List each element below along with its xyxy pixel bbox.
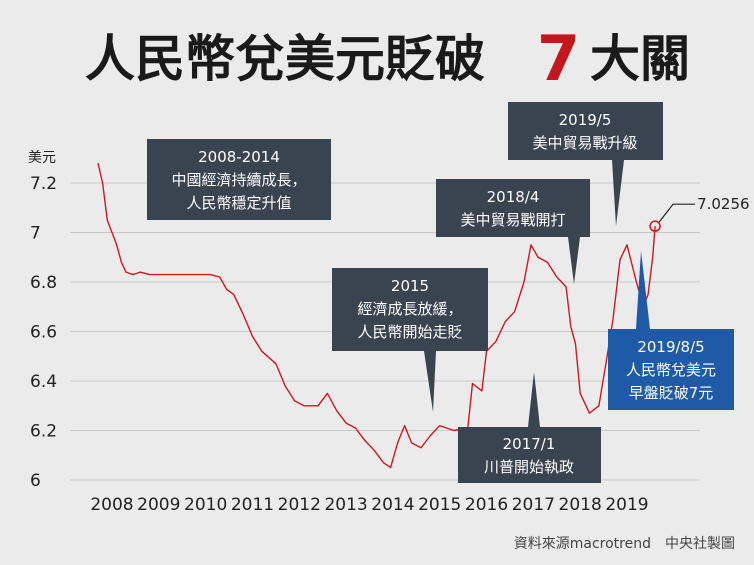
- annotation-pointer: [568, 237, 580, 284]
- x-tick-label: 2013: [324, 495, 367, 515]
- annotation-line: 人民幣開始走貶: [357, 323, 462, 341]
- end-value-label: 7.0256: [697, 195, 750, 213]
- annotation-pointer: [424, 351, 436, 412]
- annotation-box: [608, 329, 734, 410]
- annotation-2019-5: 2019/5 美中貿易戰升級: [508, 102, 663, 226]
- annotation-line: 中國經濟持續成長，: [171, 171, 306, 189]
- annotation-line: 美中貿易戰升級: [532, 134, 637, 152]
- annotation-box: [436, 179, 590, 237]
- x-tick-label: 2014: [371, 495, 414, 515]
- chart-title: 人民幣兌美元貶破: [85, 30, 485, 88]
- annotation-box: [508, 102, 663, 160]
- y-tick-label: 6.6: [30, 323, 57, 343]
- x-tick-label: 2010: [184, 495, 227, 515]
- y-axis-ticks: 7.2 7 6.8 6.6 6.4 6.2 6: [30, 174, 57, 491]
- x-tick-label: 2012: [278, 495, 321, 515]
- annotation-2017-1: 2017/1 川普開始執政: [458, 372, 601, 483]
- x-tick-label: 2017: [512, 495, 555, 515]
- annotation-line: 人民幣穩定升值: [186, 194, 291, 212]
- y-tick-label: 6.2: [30, 422, 57, 442]
- y-tick-label: 6: [30, 471, 41, 491]
- end-value-leader: [658, 203, 696, 223]
- chart-title-suffix: 大關: [590, 30, 690, 88]
- annotation-line: 2015: [391, 277, 429, 295]
- annotation-line: 川普開始執政: [484, 458, 574, 476]
- annotation-line: 美中貿易戰開打: [460, 211, 565, 229]
- y-tick-label: 7: [30, 224, 41, 244]
- end-point-marker: [649, 220, 661, 232]
- annotation-line: 早盤貶破7元: [629, 384, 714, 402]
- annotation-2008-2014: 2008-2014 中國經濟持續成長， 人民幣穩定升值: [147, 139, 331, 220]
- y-tick-label: 7.2: [30, 174, 57, 194]
- chart-title-number: 7: [537, 22, 580, 95]
- annotation-line: 人民幣兌美元: [626, 361, 716, 379]
- x-tick-label: 2016: [465, 495, 508, 515]
- annotation-line: 2019/8/5: [637, 338, 704, 356]
- y-axis-unit: 美元: [28, 150, 56, 166]
- annotation-pointer: [612, 160, 624, 226]
- annotation-2019-8-5: 2019/8/5 人民幣兌美元 早盤貶破7元: [608, 251, 734, 410]
- x-tick-label: 2018: [559, 495, 602, 515]
- source-credit: 資料來源macrotrend 中央社製圖: [514, 536, 735, 552]
- annotation-line: 2008-2014: [198, 148, 280, 166]
- x-tick-label: 2015: [418, 495, 461, 515]
- annotation-pointer: [636, 251, 650, 329]
- annotation-box: [458, 427, 601, 483]
- annotation-line: 2017/1: [503, 435, 556, 453]
- annotation-box: [332, 268, 488, 351]
- x-axis-ticks: 2008 2009 2010 2011 2012 2013 2014 2015 2016 2017…: [90, 495, 648, 515]
- x-tick-label: 2009: [137, 495, 180, 515]
- annotation-line: 2018/4: [487, 188, 540, 206]
- x-tick-label: 2019: [605, 495, 648, 515]
- annotation-2015: 2015 經濟成長放緩， 人民幣開始走貶: [332, 268, 488, 412]
- annotation-line: 2019/5: [559, 111, 612, 129]
- annotation-line: 經濟成長放緩，: [357, 300, 462, 318]
- annotation-pointer: [528, 372, 540, 427]
- annotation-2018-4: 2018/4 美中貿易戰開打: [436, 179, 590, 284]
- y-tick-label: 6.8: [30, 273, 57, 293]
- annotation-box: [147, 139, 331, 220]
- y-tick-label: 6.4: [30, 372, 57, 392]
- x-tick-label: 2011: [231, 495, 274, 515]
- exchange-rate-line: [97, 163, 656, 469]
- x-tick-label: 2008: [90, 495, 133, 515]
